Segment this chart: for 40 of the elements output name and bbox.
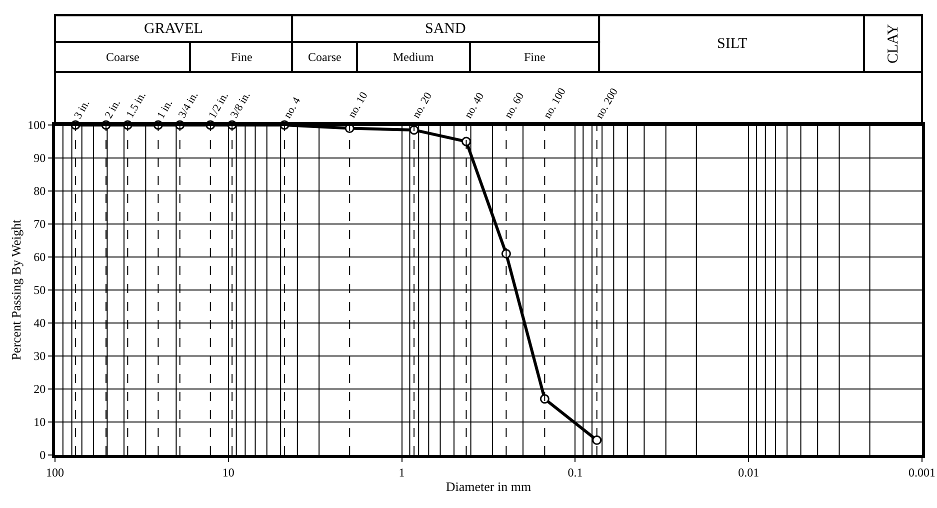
y-tick-label: 50 — [34, 283, 46, 298]
y-axis-title: Percent Passing By Weight — [8, 219, 24, 360]
ref-line-label: 3 in. — [72, 98, 92, 121]
y-tick-label: 0 — [40, 448, 46, 462]
ref-line-label: no. 40 — [462, 90, 487, 121]
text: Medium — [393, 50, 434, 64]
y-tick-label: 20 — [34, 382, 46, 396]
text: SILT — [717, 36, 748, 52]
y-tick-label: 10 — [34, 415, 46, 430]
text: SAND — [425, 21, 466, 37]
x-tick-label: 100 — [46, 465, 64, 480]
ref-line-label: no. 10 — [346, 90, 371, 120]
y-tick-label: 80 — [34, 184, 46, 198]
text: Coarse — [106, 50, 140, 64]
x-tick-label: 10 — [222, 465, 234, 480]
ref-line-label: 1 in. — [154, 98, 176, 121]
x-tick-label: 0.01 — [738, 465, 760, 480]
ref-line-label: no. 20 — [410, 90, 435, 120]
ref-line-label: no. 200 — [594, 86, 621, 121]
x-tick-label: 1 — [398, 465, 405, 480]
text: Fine — [231, 50, 252, 64]
ref-line-label: no. 60 — [502, 90, 527, 120]
ref-line-label: 3/4 in. — [176, 90, 201, 120]
y-tick-label: 70 — [34, 217, 46, 232]
text: GRAVEL — [144, 21, 203, 37]
ref-line-label: no. 100 — [541, 86, 569, 121]
text: Fine — [524, 50, 546, 64]
y-tick-label: 90 — [34, 151, 46, 166]
x-tick-label: 0.001 — [908, 465, 936, 480]
y-tick-label: 40 — [34, 316, 46, 330]
ref-line-label: no. 4 — [282, 94, 304, 120]
ref-line-label: 2 in. — [102, 97, 124, 121]
x-tick-label: 0.1 — [568, 465, 583, 480]
y-tick-label: 100 — [28, 118, 46, 132]
text: CLAY — [885, 24, 902, 64]
x-axis-title: Diameter in mm — [446, 479, 532, 494]
y-tick-label: 30 — [34, 349, 46, 364]
text: Coarse — [308, 50, 342, 64]
y-tick-label: 60 — [34, 250, 46, 264]
ref-line-label: 1.5 in. — [124, 90, 149, 120]
